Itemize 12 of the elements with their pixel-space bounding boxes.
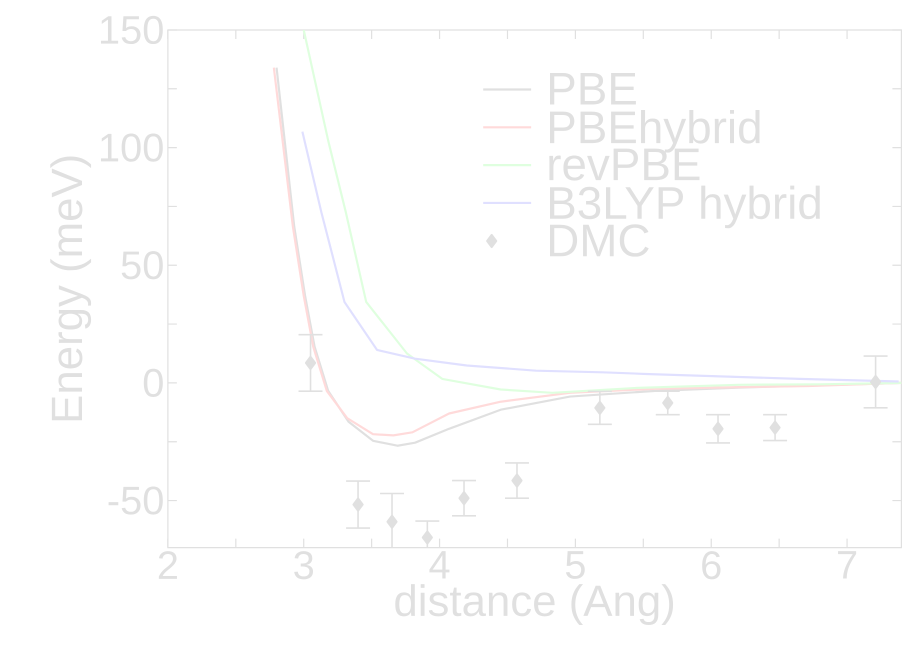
- point: [870, 375, 882, 390]
- point: [352, 498, 364, 512]
- point: [769, 420, 781, 435]
- point: [458, 491, 470, 506]
- point: [511, 474, 523, 488]
- point: [386, 514, 398, 530]
- line-series: [302, 30, 902, 394]
- point: [662, 396, 674, 410]
- point: [712, 422, 724, 436]
- point: [422, 530, 433, 545]
- point: [594, 400, 606, 416]
- point: [304, 356, 316, 370]
